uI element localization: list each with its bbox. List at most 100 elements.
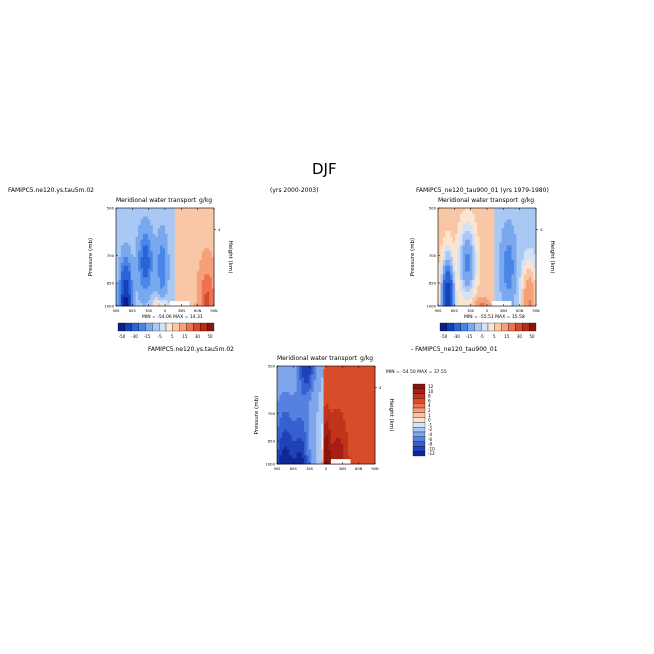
field-cell <box>494 262 498 267</box>
field-cell <box>145 259 149 264</box>
field-cell <box>518 280 522 284</box>
field-cell <box>372 391 376 396</box>
field-cell <box>281 449 285 453</box>
field-cell <box>279 461 283 465</box>
field-cell <box>118 222 122 226</box>
field-cell <box>135 297 139 301</box>
field-cell <box>370 374 373 378</box>
field-cell <box>340 371 344 376</box>
field-cell <box>450 288 454 292</box>
field-cell <box>308 420 312 425</box>
field-cell <box>348 368 351 373</box>
field-cell <box>162 242 166 246</box>
field-cell <box>338 435 342 439</box>
field-cell <box>350 368 354 373</box>
field-cell <box>179 277 183 281</box>
field-cell <box>467 285 471 290</box>
field-cell <box>204 210 208 215</box>
field-cell <box>142 257 146 261</box>
field-cell <box>162 268 166 272</box>
field-cell <box>338 446 342 450</box>
field-cell <box>352 443 356 448</box>
field-cell <box>296 406 300 410</box>
field-cell <box>455 216 458 220</box>
field-cell <box>343 455 346 459</box>
field-cell <box>452 222 456 226</box>
field-cell <box>313 409 317 413</box>
field-cell <box>152 268 156 272</box>
field-cell <box>330 383 334 387</box>
field-cell <box>291 417 295 422</box>
field-cell <box>326 366 329 370</box>
field-cell <box>277 438 280 442</box>
field-cell <box>133 265 136 269</box>
field-cell <box>128 233 132 238</box>
field-cell <box>209 303 212 307</box>
field-cell <box>447 294 451 298</box>
field-cell <box>438 233 441 238</box>
field-cell <box>370 443 373 448</box>
field-cell <box>172 297 176 301</box>
field-cell <box>516 210 520 215</box>
field-cell <box>172 208 176 212</box>
field-cell <box>506 228 510 232</box>
field-cell <box>501 274 505 278</box>
field-cell <box>467 282 471 287</box>
field-cell <box>118 239 122 243</box>
field-cell <box>372 412 376 416</box>
field-cell <box>321 455 324 459</box>
panel-3-field-cells <box>277 366 376 465</box>
field-cell <box>120 222 124 226</box>
field-cell <box>135 271 139 275</box>
field-cell <box>162 210 166 215</box>
field-cell <box>360 412 364 416</box>
field-cell <box>365 409 369 413</box>
field-cell <box>333 449 337 453</box>
field-cell <box>450 213 454 218</box>
field-cell <box>360 440 364 445</box>
field-cell <box>521 239 525 243</box>
field-cell <box>352 440 356 445</box>
field-cell <box>123 231 127 235</box>
field-cell <box>308 423 312 427</box>
field-cell <box>311 423 315 427</box>
field-cell <box>447 228 451 232</box>
field-cell <box>147 222 151 226</box>
field-cell <box>313 423 317 427</box>
field-cell <box>321 368 324 373</box>
field-cell <box>462 216 466 220</box>
field-cell <box>335 380 339 384</box>
field-cell <box>499 222 503 226</box>
field-cell <box>521 268 525 272</box>
field-cell <box>326 449 329 453</box>
field-cell <box>118 242 122 246</box>
field-cell <box>506 219 510 223</box>
field-cell <box>147 225 151 229</box>
field-cell <box>350 420 354 425</box>
field-cell <box>464 259 468 264</box>
field-cell <box>362 383 366 387</box>
field-cell <box>477 268 481 272</box>
field-cell <box>442 248 446 252</box>
field-cell <box>138 288 141 292</box>
field-cell <box>323 374 327 378</box>
field-cell <box>277 446 280 450</box>
field-cell <box>499 274 503 278</box>
field-cell <box>204 277 208 281</box>
field-cell <box>467 208 471 212</box>
field-cell <box>182 291 185 295</box>
field-cell <box>528 228 532 232</box>
field-cell <box>125 222 129 226</box>
field-cell <box>438 274 441 278</box>
field-cell <box>138 236 141 241</box>
field-cell <box>469 297 473 301</box>
colorbar-swatch <box>152 322 160 332</box>
field-cell <box>311 406 315 410</box>
field-cell <box>526 265 530 269</box>
field-cell <box>442 210 446 215</box>
field-cell <box>138 262 141 267</box>
field-cell <box>506 265 510 269</box>
field-cell <box>308 374 312 378</box>
field-cell <box>330 415 334 419</box>
field-cell <box>457 274 461 278</box>
